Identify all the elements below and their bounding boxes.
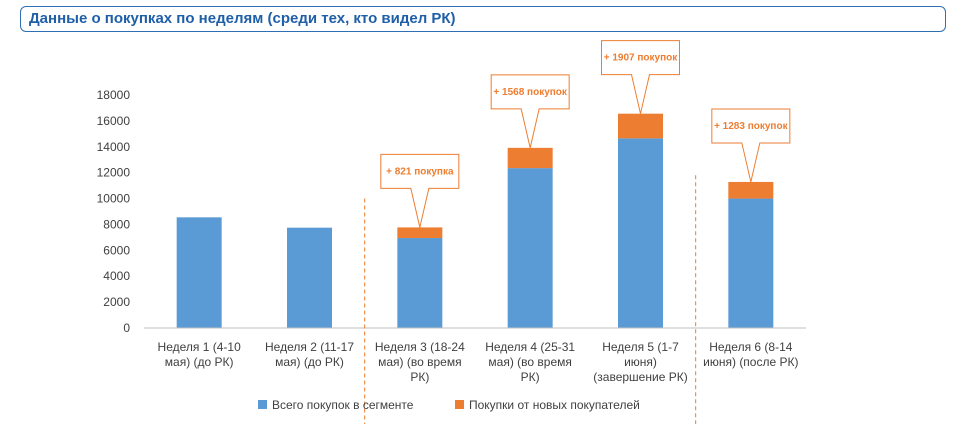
legend-label-new: Покупки от новых покупателей — [469, 398, 640, 412]
x-category-label: мая) (во время — [488, 355, 571, 369]
x-category-label: РК) — [521, 370, 540, 384]
bar-new-buyers — [397, 227, 443, 239]
x-category-label: Неделя 2 (11-17 — [265, 340, 354, 354]
annotation-callout — [601, 40, 680, 114]
y-tick-label: 8000 — [103, 217, 130, 231]
bar-total — [176, 217, 222, 328]
bar-new-buyers — [507, 147, 553, 169]
bar-total — [728, 198, 774, 328]
x-category-label: Неделя 6 (8-14 — [709, 340, 793, 354]
x-category-label: Неделя 1 (4-10 — [158, 340, 242, 354]
legend-label-total: Всего покупок в сегменте — [272, 398, 414, 412]
x-category-label: Неделя 4 (25-31 — [485, 340, 575, 354]
x-category-label: июня) — [624, 355, 657, 369]
y-tick-label: 0 — [123, 321, 130, 335]
x-category-label: Неделя 3 (18-24 — [375, 340, 465, 354]
bar-total — [618, 138, 663, 328]
bar-new-buyers — [728, 181, 774, 199]
bar-total — [507, 168, 553, 328]
y-tick-label: 14000 — [97, 140, 131, 154]
x-category-label: мая) (во время — [378, 355, 461, 369]
annotation-label: + 821 покупка — [386, 166, 454, 177]
legend-swatch-new — [455, 400, 464, 409]
y-tick-label: 16000 — [97, 114, 131, 128]
x-category-label: РК) — [410, 370, 429, 384]
x-category-label: (завершение РК) — [593, 370, 687, 384]
x-category-label: мая) (до РК) — [275, 355, 344, 369]
y-tick-label: 6000 — [103, 243, 130, 257]
legend-swatch-total — [258, 400, 267, 409]
x-category-label: июня) (после РК) — [703, 355, 798, 369]
y-tick-label: 12000 — [97, 166, 131, 180]
title-box: Данные о покупках по неделям (среди тех,… — [20, 6, 946, 32]
y-tick-label: 18000 — [97, 88, 131, 102]
y-tick-label: 10000 — [97, 192, 131, 206]
x-category-label: мая) (до РК) — [165, 355, 234, 369]
annotation-callout — [711, 108, 791, 183]
chart-title: Данные о покупках по неделям (среди тех,… — [29, 10, 456, 27]
annotation-callout — [490, 74, 570, 148]
bar-new-buyers — [618, 113, 663, 139]
x-category-label: Неделя 5 (1-7 — [602, 340, 679, 354]
annotation-callout — [380, 153, 460, 228]
annotation-label: + 1907 покупок — [604, 53, 679, 64]
bar-total — [287, 227, 332, 328]
annotation-label: + 1568 покупок — [493, 87, 568, 98]
y-tick-label: 2000 — [103, 295, 130, 309]
bar-total — [397, 238, 443, 328]
annotation-label: + 1283 покупок — [714, 121, 789, 132]
y-tick-label: 4000 — [103, 269, 130, 283]
